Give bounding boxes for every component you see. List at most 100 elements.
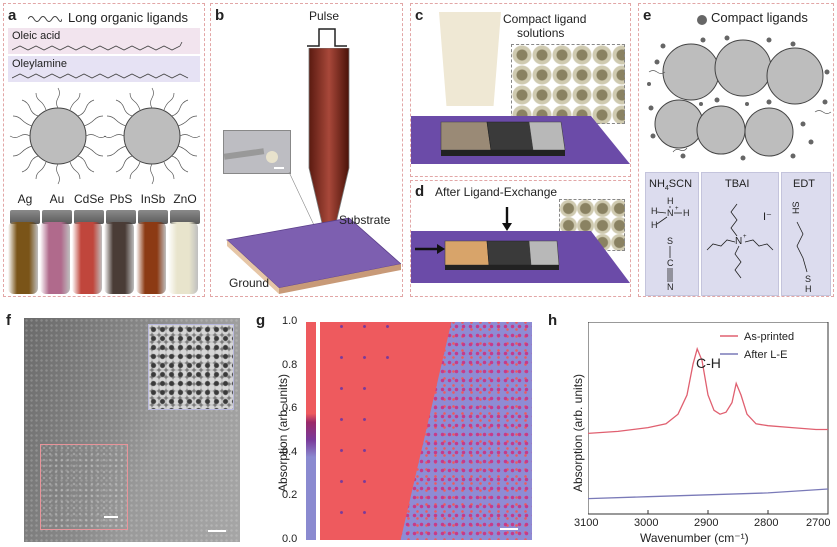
panel-a-label: a <box>8 7 17 24</box>
nanocrystal-with-ligands <box>9 87 201 185</box>
vial-label-ag: Ag <box>17 192 33 206</box>
ch-peak-label: C-H <box>696 355 721 371</box>
device-c <box>411 116 630 164</box>
oleic-acid-structure <box>12 42 183 51</box>
vial-label-cdse: CdSe <box>73 192 105 206</box>
x-tick-label-2: 2900 <box>694 517 719 529</box>
panel-h-ylabel: Absorption (arb. units) <box>571 373 585 493</box>
nh4scn-label-main: NH <box>649 178 665 190</box>
panel-c-label: c <box>415 7 424 24</box>
panel-c-title-2: solutions <box>517 26 565 40</box>
sem-image <box>24 318 240 542</box>
oleylamine-label: Oleylamine <box>12 58 68 70</box>
zoom-inset-nozzle <box>223 148 284 169</box>
plot-frame <box>588 322 829 515</box>
vial-cap-au <box>42 210 72 224</box>
svg-text:H: H <box>667 196 674 206</box>
vial-cap-insb <box>138 210 168 224</box>
scale-bar-g <box>500 528 518 530</box>
panel-b: b Pulse Substrate Ground <box>210 3 403 297</box>
panel-c-title-1: Compact ligand <box>503 12 587 26</box>
x-tick-label-3: 2800 <box>754 517 779 529</box>
panel-d: d After Ligand-Exchange <box>410 180 631 297</box>
panel-g-tick-1: 0.8 <box>282 358 298 371</box>
tbai-structure: N + <box>706 203 774 279</box>
oleic-acid-strip <box>8 28 200 54</box>
colorbar <box>306 322 316 540</box>
legend-label-as-printed: As-printed <box>744 331 794 343</box>
panel-f-label: f <box>6 312 11 329</box>
panel-e: e Compact ligands NH4SCN H H N + <box>638 3 834 297</box>
zoom-inset <box>223 130 291 174</box>
svg-text:HS: HS <box>791 201 801 214</box>
substrate-slab <box>226 218 401 294</box>
panel-a-title: Long organic ligands <box>68 10 188 25</box>
oleylamine-structure <box>12 73 189 79</box>
vial-cdse <box>72 222 102 294</box>
vial-cap-pbs <box>106 210 136 224</box>
iodide-label: I⁻ <box>763 211 772 223</box>
svg-text:C: C <box>667 258 674 268</box>
device-d <box>411 207 630 283</box>
panel-g-tick-2: 0.6 <box>282 402 298 415</box>
panel-d-label: d <box>415 183 425 200</box>
sem-inset-high-mag <box>148 324 234 410</box>
nh4scn-label-rest: SCN <box>668 178 693 190</box>
compact-nc-cluster <box>647 35 832 161</box>
edt-label: EDT <box>793 178 815 190</box>
panel-d-title: After Ligand-Exchange <box>435 185 558 199</box>
scale-bar-main <box>208 530 226 532</box>
legend: As-printed After L-E <box>720 331 794 361</box>
vial-zno <box>168 222 198 294</box>
edt-structure: HS SH <box>791 201 812 292</box>
oleic-acid-label: Oleic acid <box>12 30 61 42</box>
x-tick-label-1: 3000 <box>634 517 659 529</box>
svg-text:+: + <box>743 234 747 240</box>
packed-nc-inset-c <box>511 44 625 124</box>
panel-e-title: Compact ligands <box>711 10 808 25</box>
nh4scn-label: NH4SCN <box>649 178 692 192</box>
panel-h-xlabel: Wavenumber (cm⁻¹) <box>640 531 749 545</box>
absorption-map <box>320 322 532 540</box>
tbai-label: TBAI <box>725 178 750 190</box>
svg-text:S: S <box>805 274 811 284</box>
svg-text:N: N <box>735 236 742 247</box>
panel-e-label: e <box>643 7 652 24</box>
panel-h-label: h <box>548 312 558 329</box>
series-line-as-printed <box>588 346 828 435</box>
vial-label-zno: ZnO <box>173 192 197 206</box>
compact-ligand-dot-icon <box>697 15 707 25</box>
ground-label: Ground <box>229 276 270 290</box>
vial-pbs <box>104 222 134 294</box>
vial-label-au: Au <box>49 192 65 206</box>
vial-au <box>40 222 70 294</box>
x-tick-label-4: 2700 <box>806 517 831 529</box>
svg-text:H: H <box>805 284 812 292</box>
long-ligand-icon <box>28 16 62 22</box>
edt-box <box>781 172 831 296</box>
pulse-waveform-icon <box>307 28 347 47</box>
pulse-label: Pulse <box>309 9 340 23</box>
svg-text:H: H <box>683 208 690 218</box>
panel-g-ylabel: Absorption (arb. units) <box>276 373 290 493</box>
vial-cap-cdse <box>74 210 104 224</box>
vial-insb <box>136 222 166 294</box>
sem-inset-box <box>40 444 128 530</box>
panel-b-label: b <box>215 7 225 24</box>
tbai-box <box>701 172 779 296</box>
svg-text:H: H <box>651 206 658 216</box>
svg-text:+: + <box>675 206 679 212</box>
vial-ag <box>8 222 38 294</box>
series-line-after-l-e <box>588 488 829 500</box>
substrate-label: Substrate <box>339 213 391 227</box>
oleylamine-strip <box>8 56 200 82</box>
panel-a: a Long organic ligands Oleic acid Oleyla… <box>3 3 205 297</box>
svg-text:H: H <box>651 220 658 230</box>
vial-cap-ag <box>10 210 40 224</box>
svg-text:N: N <box>667 208 674 218</box>
panel-g-label: g <box>256 312 266 329</box>
panel-g-tick-0: 1.0 <box>282 315 298 327</box>
legend-label-after-le: After L-E <box>744 349 787 361</box>
panel-g-tick-3: 0.4 <box>282 445 298 458</box>
